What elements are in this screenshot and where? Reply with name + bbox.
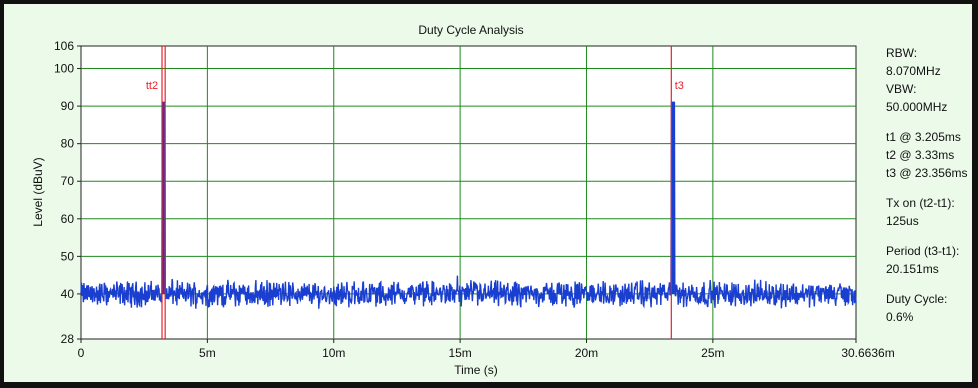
measurement-text: 0.6% [886,310,914,324]
measurement-text: Duty Cycle: [886,292,947,306]
x-axis-label: Time (s) [454,363,498,377]
measurement-text: Period (t3-t1): [886,244,959,258]
measurement-text: 8.070MHz [886,64,941,78]
y-tick-label: 28 [61,332,75,346]
x-tick-label: 10m [322,346,345,360]
y-tick-label: 50 [61,249,75,263]
y-axis-label: Level (dBuV) [31,157,45,226]
measurement-text: t2 @ 3.33ms [886,148,954,162]
x-tick-label: 15m [448,346,471,360]
measurement-text: t1 @ 3.205ms [886,130,961,144]
y-tick-label: 106 [54,39,74,53]
measurement-text: Tx on (t2-t1): [886,196,955,210]
x-tick-label: 20m [575,346,598,360]
x-tick-label: 25m [701,346,724,360]
y-tick-label: 60 [61,212,75,226]
x-axis-ticks: 0 5m 10m 15m 20m 25m 30.6636m [78,339,895,360]
y-tick-label: 70 [61,174,75,188]
y-tick-label: 100 [54,62,74,76]
measurement-text: RBW: [886,46,917,60]
measurement-panel: RBW: 8.070MHz VBW: 50.000MHz t1 @ 3.205ms t2 … [886,46,968,324]
y-tick-label: 90 [61,99,75,113]
x-tick-label: 5m [199,346,216,360]
y-tick-label: 80 [61,137,75,151]
marker-label: t3 [675,80,684,92]
pulse-bar [671,102,675,294]
measurement-text: 50.000MHz [886,100,947,114]
chart-title: Duty Cycle Analysis [418,23,523,37]
measurement-text: 20.151ms [886,262,939,276]
y-tick-label: 40 [61,287,75,301]
marker-label: tt2 [146,80,158,92]
measurement-text: VBW: [886,82,916,96]
y-axis-ticks: 28 40 50 60 70 80 90 100 106 [54,39,81,346]
trace-line [80,101,857,309]
pulse-bar [162,102,166,294]
marker-group: tt2 t3 [146,46,684,339]
measurement-text: t3 @ 23.356ms [886,166,968,180]
x-tick-label: 0 [78,346,85,360]
trace-group [80,101,857,309]
x-tick-label: 30.6636m [841,346,894,360]
measurement-text: 125us [886,214,919,228]
